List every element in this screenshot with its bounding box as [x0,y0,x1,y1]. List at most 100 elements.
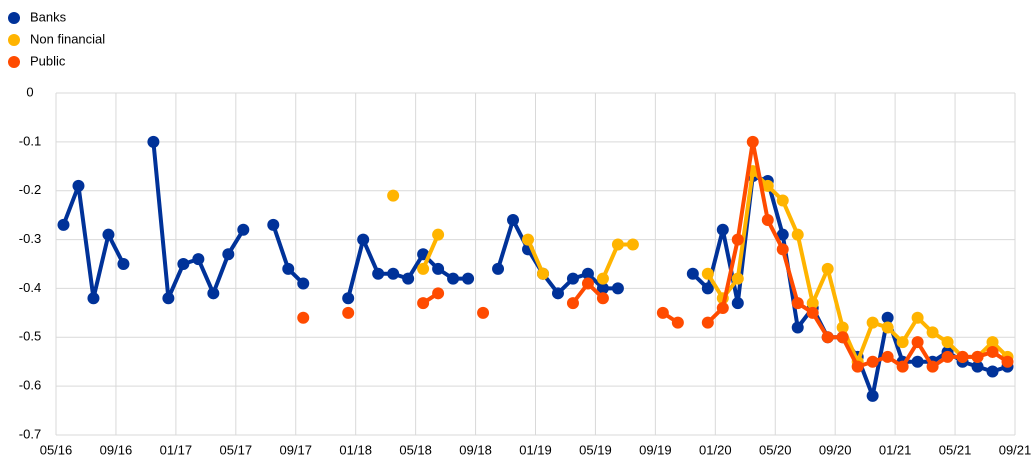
point [57,218,70,231]
point [971,360,984,373]
point [941,336,954,349]
point [581,277,594,290]
point [836,331,849,344]
point [566,297,579,310]
point [147,135,160,148]
point [986,345,999,358]
y-tick-label: -0.3 [19,231,41,246]
x-tick-label: 09/17 [279,442,312,457]
point [911,311,924,324]
point [776,243,789,256]
point [701,282,714,295]
x-tick-label: 01/17 [160,442,193,457]
point [342,306,355,319]
point [761,179,774,192]
point [956,350,969,363]
point [551,287,564,300]
point [941,350,954,363]
point [1001,355,1014,368]
point [791,297,804,310]
point [926,326,939,339]
point [866,355,879,368]
point [881,350,894,363]
point [536,267,549,280]
point [462,272,475,285]
point [357,233,370,246]
legend-marker [8,56,20,68]
point [791,228,804,241]
x-tick-label: 01/19 [519,442,552,457]
point [432,262,445,275]
point [716,223,729,236]
point [986,365,999,378]
y-tick-label: -0.6 [19,378,41,393]
y-tick-label: -0.4 [19,280,41,295]
point [417,262,430,275]
point [731,297,744,310]
y-tick-label: -0.2 [19,182,41,197]
point [297,277,310,290]
x-tick-label: 01/20 [699,442,732,457]
point [791,321,804,334]
point [626,238,639,251]
point [507,214,520,227]
y-tick-label: -0.1 [19,133,41,148]
x-tick-label: 05/19 [579,442,612,457]
x-tick-label: 09/20 [819,442,852,457]
x-tick-label: 05/20 [759,442,792,457]
x-tick-label: 01/18 [339,442,372,457]
x-tick-label: 09/19 [639,442,672,457]
point [896,360,909,373]
point [432,287,445,300]
point [731,233,744,246]
point [477,306,490,319]
point [611,238,624,251]
y-tick-label: -0.7 [19,426,41,441]
x-tick-label: 01/21 [879,442,912,457]
point [432,228,445,241]
point [776,194,789,207]
legend-label: Public [30,53,66,68]
point [372,267,385,280]
point [881,321,894,334]
point [656,306,669,319]
y-tick-label: 0 [26,84,33,99]
point [222,248,235,261]
point [851,360,864,373]
point [776,228,789,241]
point [522,233,535,246]
point [761,214,774,227]
point [911,336,924,349]
point [237,223,250,236]
point [746,135,759,148]
legend-marker [8,34,20,46]
legend-label: Banks [30,9,67,24]
x-tick-label: 09/21 [999,442,1032,457]
point [342,292,355,305]
point [836,321,849,334]
point [881,311,894,324]
y-tick-label: -0.5 [19,329,41,344]
point [821,262,834,275]
point [117,258,130,270]
point [267,218,280,231]
point [192,253,205,266]
x-tick-label: 05/16 [40,442,73,457]
series-line [421,169,1009,364]
point [387,267,400,280]
point [387,189,400,202]
point [611,282,624,295]
point [806,306,819,319]
point [596,282,609,295]
x-tick-label: 09/18 [459,442,492,457]
point [716,301,729,314]
point [866,389,879,402]
point [686,267,699,280]
point [806,297,819,310]
point [911,355,924,368]
point [821,331,834,344]
point [207,287,220,300]
x-tick-label: 09/16 [100,442,133,457]
point [447,272,460,285]
point [896,336,909,349]
